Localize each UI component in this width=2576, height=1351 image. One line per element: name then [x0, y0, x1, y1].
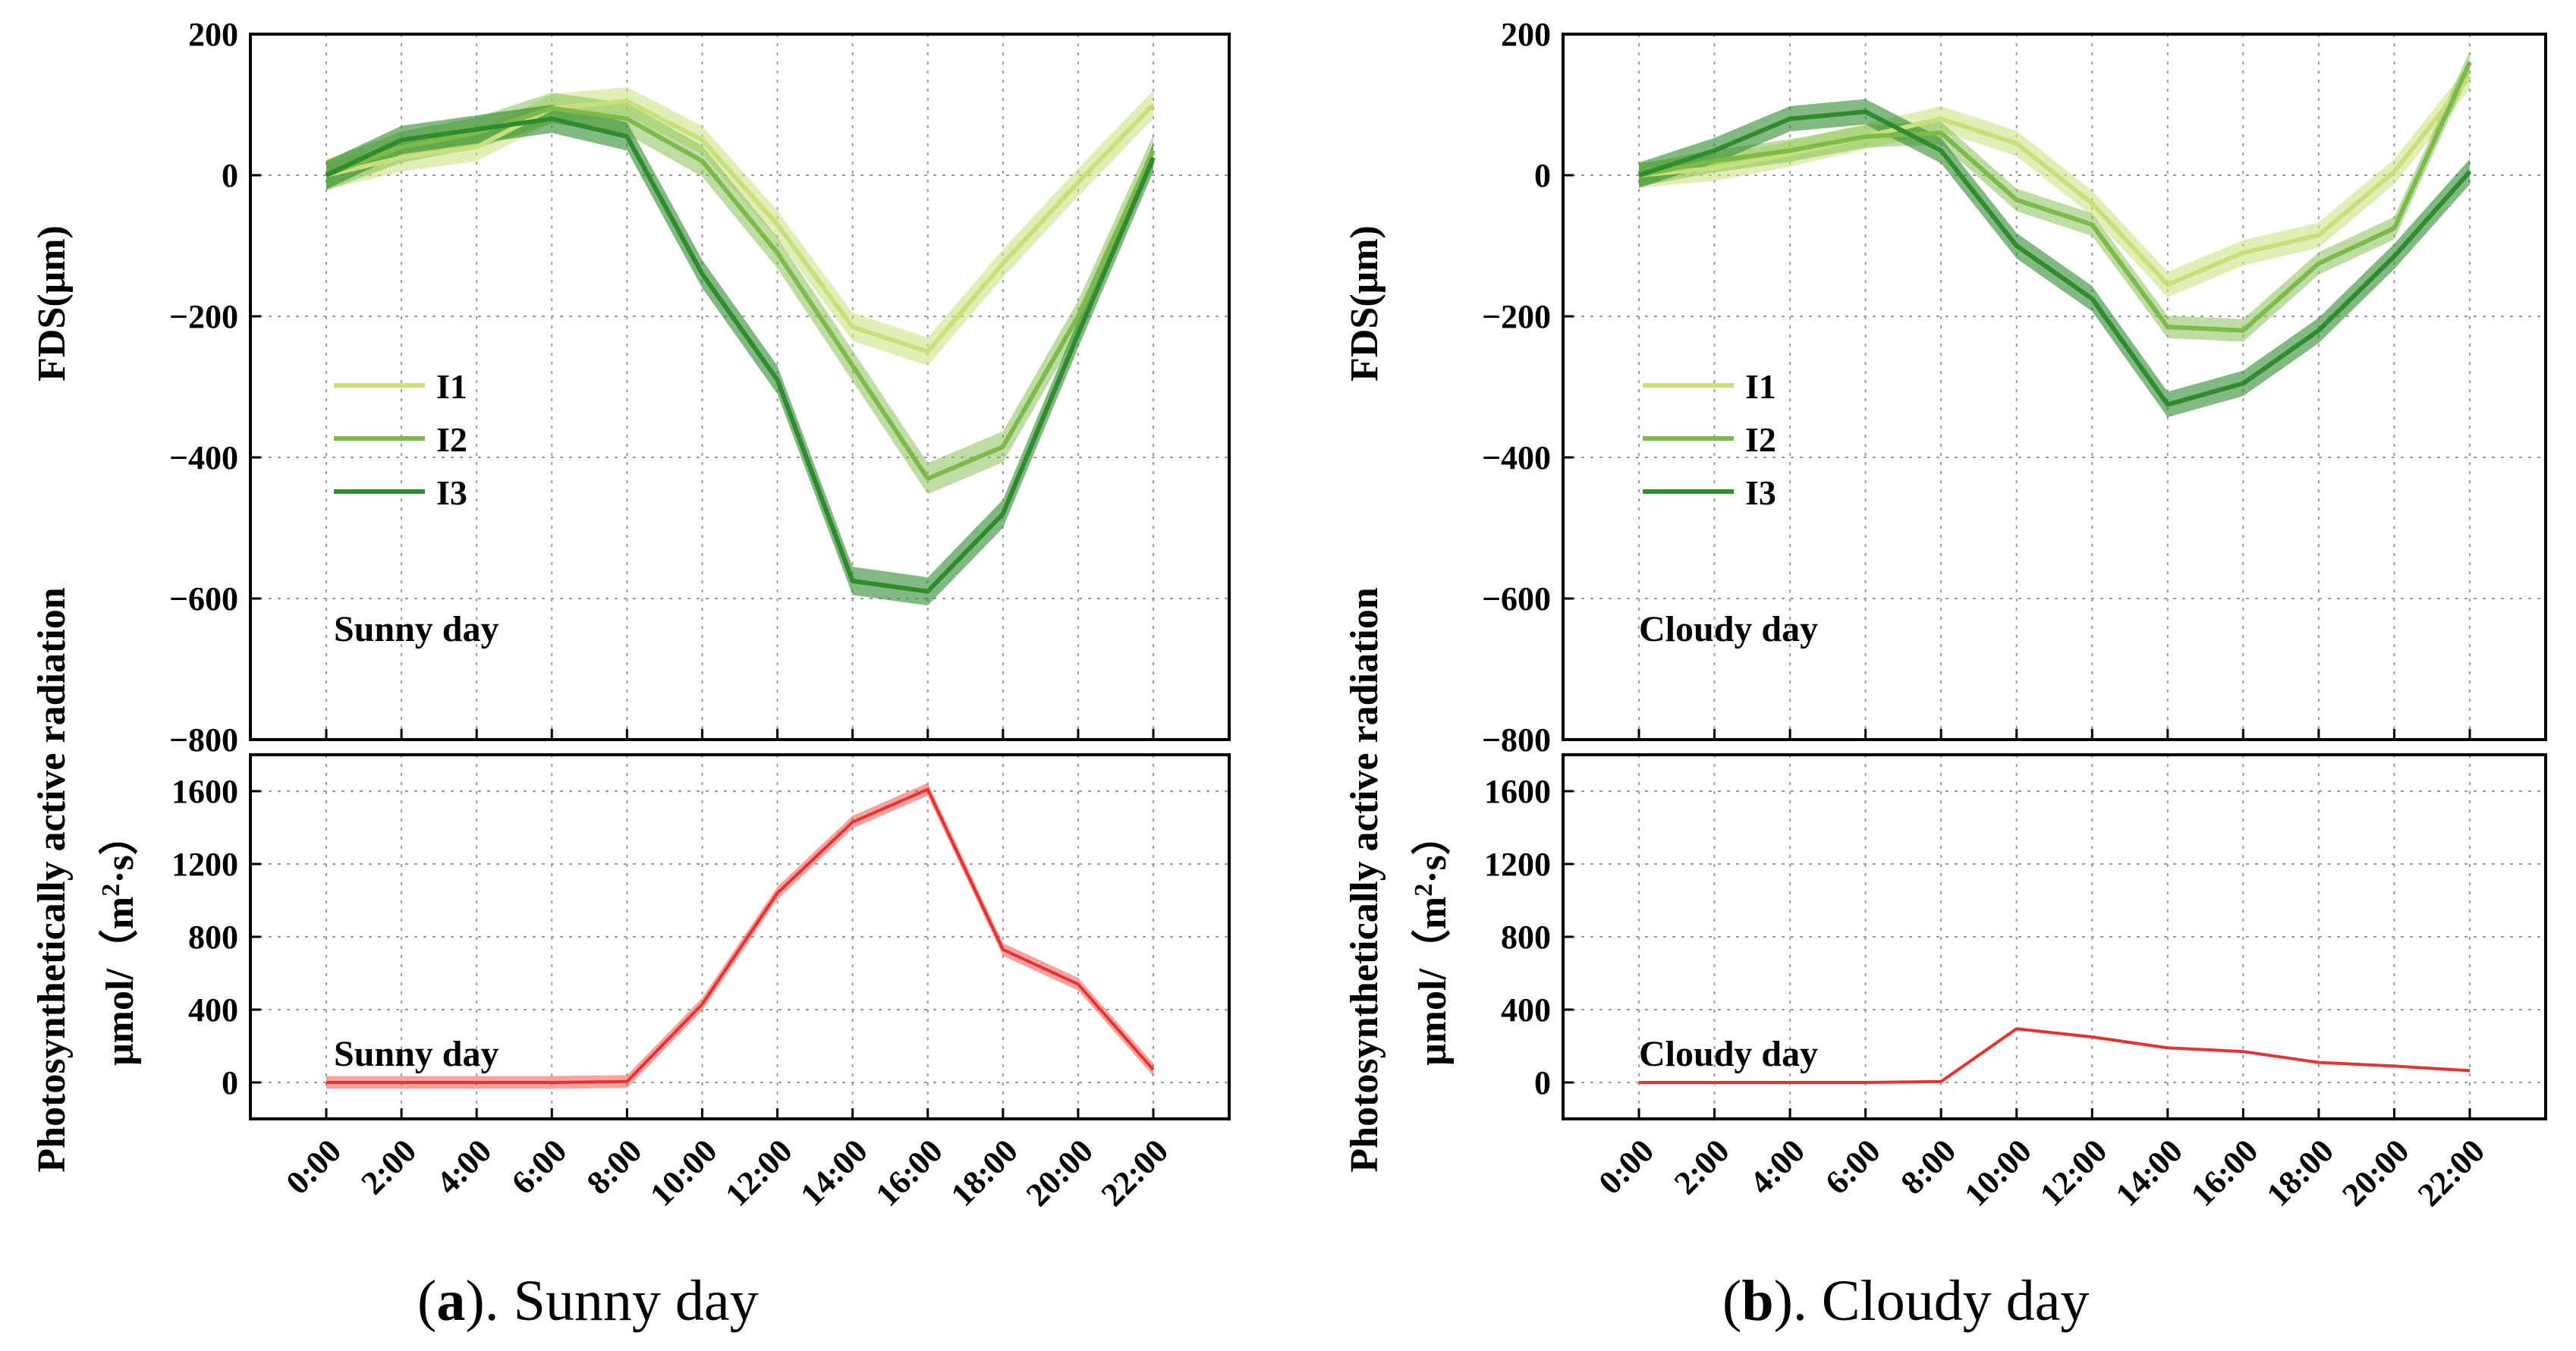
xtick-label: 12:00 [718, 1132, 799, 1213]
xtick-label: 16:00 [869, 1132, 950, 1213]
fds-ylabel-a: FDS(μm) [30, 225, 74, 382]
ytick-label: 1600 [171, 773, 238, 810]
series-line-I2-a [325, 105, 1156, 481]
par-chart-b: 1600 1200 800 400 0 0:00 2:00 4:00 6:00 8:0010:00… [1484, 753, 2547, 1214]
xtick-label: 18:00 [944, 1132, 1025, 1213]
annotation-par-b: Cloudy day [1639, 1034, 1818, 1074]
ytick-label: −200 [169, 298, 238, 335]
xtick-label: 4:00 [1742, 1132, 1812, 1202]
ytick-label: 800 [188, 919, 238, 956]
ytick-label: 0 [222, 157, 238, 194]
band-I1-b [1639, 64, 2470, 297]
xtick-label: 20:00 [2335, 1132, 2416, 1213]
par-ylabel-b-line2: μmol/（m2·s） [1410, 815, 1455, 1066]
ytick-label: 0 [1534, 157, 1551, 194]
caption-b: (b). Cloudy day [1722, 1269, 2089, 1333]
par-ylabel-a-line1: Photosynthetically active radiation [30, 587, 74, 1172]
plot-frame-a-fds [249, 33, 1231, 741]
xtick-label: 16:00 [2184, 1132, 2265, 1213]
legend-label-I1-b: I1 [1745, 367, 1776, 406]
series-line-I1-b [1638, 74, 2472, 287]
series-line-I3-b [1638, 109, 2472, 407]
ytick-label: 1200 [1484, 846, 1551, 883]
series-line-par-b [1639, 1027, 2471, 1084]
ytick-label: −400 [1482, 439, 1551, 476]
ytick-label: 1200 [171, 846, 238, 883]
ytick-label: 200 [1501, 16, 1551, 53]
series-line-I2-b [1638, 61, 2472, 333]
fds-ylabel-b: FDS(μm) [1343, 225, 1386, 382]
par-ylabel-a-line2: μmol/（m2·s） [97, 815, 142, 1066]
par-chart-a: 1600 1200 800 400 0 0:00 2:00 4:00 6:00 8:0010:00… [171, 753, 1231, 1214]
panel-a: 200 0 −200 −400 −600 −800 1600 1200 800 400 0 0:00… [30, 16, 1231, 1333]
annotation-fds-a: Sunny day [334, 609, 499, 649]
caption-a: (a). Sunny day [417, 1269, 759, 1333]
par-ylabel-b-line1: Photosynthetically active radiation [1343, 587, 1386, 1172]
xtick-label: 6:00 [1818, 1132, 1888, 1202]
ytick-label: −400 [169, 439, 238, 476]
xtick-label: 2:00 [354, 1132, 423, 1202]
xtick-label: 6:00 [505, 1132, 574, 1202]
ytick-label: 400 [1501, 991, 1551, 1029]
plot-frame-b-fds [1562, 33, 2547, 741]
ytick-label: −800 [1482, 721, 1551, 759]
xtick-label: 10:00 [1958, 1132, 2039, 1213]
legend-label-I1-a: I1 [436, 367, 467, 406]
legend-label-I2-a: I2 [436, 420, 467, 459]
ytick-label: −600 [1482, 580, 1551, 617]
series-line-par-a [326, 787, 1155, 1084]
xtick-label: 8:00 [580, 1132, 650, 1202]
ytick-label: 0 [222, 1064, 238, 1101]
xtick-label: 10:00 [643, 1132, 724, 1213]
xtick-label: 18:00 [2260, 1132, 2341, 1213]
xtick-label: 2:00 [1667, 1132, 1737, 1202]
annotation-par-a: Sunny day [334, 1034, 499, 1074]
xtick-label: 8:00 [1894, 1132, 1964, 1202]
xtick-label: 22:00 [2411, 1132, 2492, 1213]
series-line-I3-a [325, 116, 1156, 594]
legend-label-I3-a: I3 [436, 473, 467, 512]
ytick-label: −800 [169, 721, 238, 759]
ytick-label: 400 [188, 991, 238, 1029]
ytick-label: 1600 [1484, 773, 1551, 810]
fds-chart-b: 200 0 −200 −400 −600 −800 [1482, 16, 2547, 759]
xtick-label: 4:00 [429, 1132, 499, 1202]
xtick-label: 0:00 [1591, 1132, 1661, 1202]
ytick-label: 0 [1534, 1064, 1551, 1101]
xtick-label: 14:00 [793, 1132, 874, 1213]
series-line-I1-a [326, 99, 1156, 354]
ytick-label: 800 [1501, 919, 1551, 956]
xtick-label: 20:00 [1019, 1132, 1100, 1213]
ytick-label: −200 [1482, 298, 1551, 335]
legend-label-I2-b: I2 [1745, 420, 1776, 459]
legend-label-I3-b: I3 [1745, 473, 1776, 512]
xtick-label: 14:00 [2109, 1132, 2190, 1213]
panel-b: 200 0 −200 −400 −600 −800 1600 1200 800 400 0 0:00… [1343, 16, 2547, 1333]
xtick-label: 12:00 [2033, 1132, 2114, 1213]
fds-chart-a: 200 0 −200 −400 −600 −800 [169, 16, 1231, 759]
xtick-label: 0:00 [278, 1132, 348, 1202]
annotation-fds-b: Cloudy day [1639, 609, 1818, 649]
ytick-label: 200 [188, 16, 238, 53]
xtick-label: 22:00 [1094, 1132, 1175, 1213]
ytick-label: −600 [169, 580, 238, 617]
